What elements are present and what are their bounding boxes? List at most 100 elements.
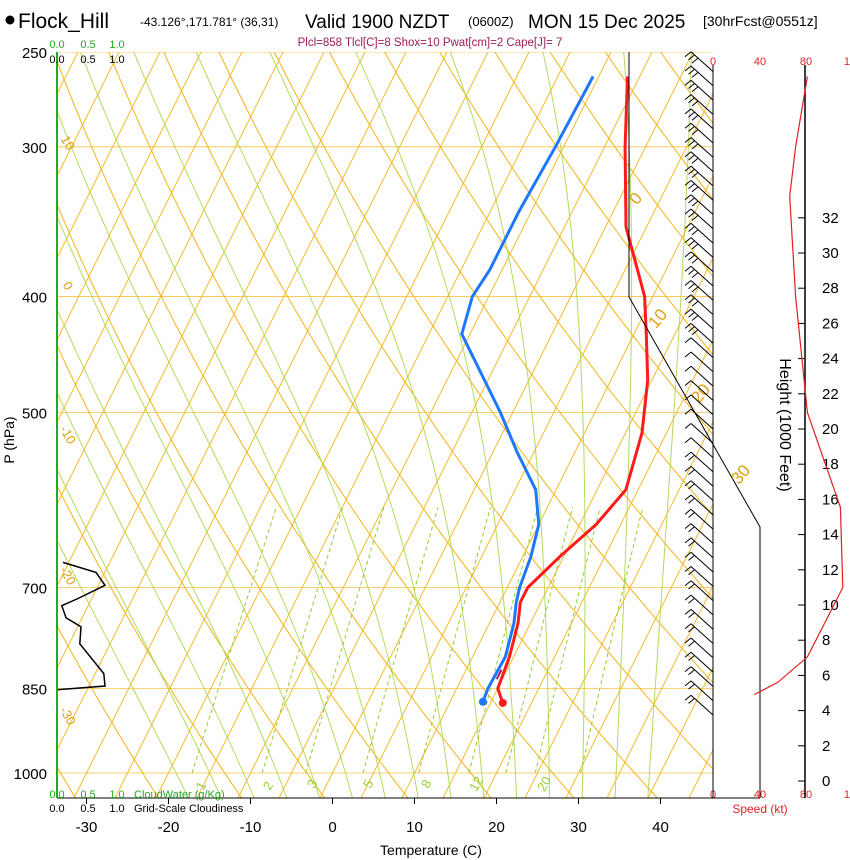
- wind-barb-flag: [688, 583, 695, 590]
- isotherm-line: [57, 52, 120, 178]
- wind-barb-flag: [684, 65, 692, 72]
- dry-adiabat-label: -30: [57, 704, 79, 728]
- wind-barb: [690, 308, 714, 330]
- wind-barb-flag: [688, 512, 695, 518]
- wind-barb: [690, 294, 714, 315]
- height-tick-label: 18: [822, 456, 839, 473]
- wind-barb-flag: [688, 126, 695, 132]
- wind-barb-flag: [691, 114, 699, 121]
- isotherm-line: [57, 52, 284, 506]
- dry-adiabat-line: [755, 31, 850, 799]
- wind-barb-flag: [688, 111, 695, 118]
- valid-date: MON 15 Dec 2025: [528, 12, 685, 33]
- forecast-info: [30hrFcst@0551z]: [703, 13, 818, 29]
- wind-barb: [690, 122, 714, 144]
- wind-barb: [690, 108, 714, 130]
- cloudiness-tick-bottom: 0.0: [49, 803, 64, 815]
- wind-barb-flag: [684, 365, 692, 372]
- dry-adiabat-line: [57, 203, 409, 798]
- wind-barb: [690, 651, 714, 673]
- moist-adiabat-line: [355, 52, 518, 798]
- wind-barb: [690, 623, 714, 644]
- wind-barb-flag: [684, 251, 692, 258]
- moist-adiabat-line: [269, 52, 485, 798]
- wind-barb-flag: [691, 329, 699, 336]
- height-tick-label: 6: [822, 667, 830, 684]
- wind-barb-flag: [691, 229, 699, 236]
- mixing-ratio-grid: [191, 507, 644, 774]
- isotherm-line: [401, 174, 713, 798]
- x-tick-label: 20: [488, 819, 505, 836]
- wind-barb-flag: [684, 566, 692, 572]
- moist-adiabat-line: [57, 307, 288, 798]
- sounding-params: Plcl=858 Tlcl[C]=8 Shox=10 Pwat[cm]=2 Ca…: [298, 37, 563, 49]
- wind-barb-flag: [691, 172, 699, 178]
- isotherm-line: [73, 52, 448, 798]
- wind-barb-flag: [688, 168, 695, 175]
- wind-barb-flag: [688, 183, 695, 189]
- mixing-ratio-label: 3: [304, 777, 321, 791]
- wind-barb-flag: [688, 526, 695, 533]
- dry-adiabat-line: [384, 52, 713, 517]
- wind-barb: [690, 323, 714, 344]
- moist-adiabat-line: [133, 52, 419, 798]
- isotherm-line: [647, 666, 713, 798]
- pressure-tick-label: 500: [22, 406, 47, 423]
- wind-barb-flag: [688, 154, 695, 161]
- dry-adiabat-line: [328, 52, 713, 600]
- wind-speed-line: [754, 76, 844, 696]
- isotherm-line: [319, 52, 694, 798]
- speed-tick-top: 80: [800, 56, 812, 68]
- wind-barb-flag: [684, 265, 692, 272]
- wind-barb-flag: [688, 497, 695, 504]
- wind-barb-flag: [688, 669, 695, 676]
- wind-barb-flag: [691, 243, 699, 250]
- moist-adiabat-line: [647, 52, 692, 798]
- speed-tick-bottom: 12: [844, 789, 850, 801]
- wind-barb-flag: [691, 200, 699, 207]
- cloudiness-tick-top: 1.0: [109, 54, 124, 66]
- cloud-water-tick-top: 1.0: [109, 39, 124, 51]
- height-tick-label: 0: [822, 773, 830, 790]
- speed-tick-bottom: 40: [754, 789, 766, 801]
- dry-adiabat-line: [273, 52, 713, 684]
- height-tick-label: 2: [822, 738, 830, 755]
- moist-adiabat-grid: [57, 52, 692, 798]
- wind-barb: [690, 151, 714, 172]
- wind-barb-flag: [684, 666, 692, 672]
- isotherm-line: [360, 92, 713, 798]
- wind-barb-flag: [688, 555, 695, 561]
- speed-tick-top: 12: [844, 56, 850, 68]
- wind-barb-flag: [684, 151, 692, 158]
- isotherm-line: [155, 52, 530, 798]
- wind-barb-flag: [688, 297, 695, 304]
- wind-barb-flag: [684, 680, 692, 687]
- wind-barb-flag: [684, 51, 692, 58]
- height-tick-label: 16: [822, 491, 839, 508]
- wind-barb-flag: [684, 609, 692, 615]
- wind-barb-flag: [684, 108, 692, 115]
- mixing-ratio-label: 20: [534, 774, 554, 794]
- moist-adiabat-line: [57, 467, 222, 798]
- mixing-ratio-line: [305, 507, 385, 774]
- wind-barb-flag: [684, 351, 692, 358]
- height-tick-label: 26: [822, 315, 839, 332]
- wind-barb-flag: [691, 129, 699, 135]
- isotherm-label: 10: [644, 305, 671, 332]
- speed-tick-bottom: 80: [800, 789, 812, 801]
- wind-barb: [690, 194, 714, 215]
- mixing-ratio-line: [191, 507, 277, 774]
- moist-adiabat-line: [614, 52, 633, 798]
- wind-barb-flag: [684, 466, 692, 472]
- dry-adiabat-line: [494, 52, 713, 356]
- wind-barb-flag: [688, 269, 695, 275]
- dry-adiabat-label: 10: [58, 133, 78, 153]
- wind-barb: [690, 51, 714, 72]
- moist-adiabat-line: [195, 52, 452, 798]
- temperature-line: [496, 76, 650, 704]
- wind-barb-flag: [691, 157, 699, 164]
- x-tick-label: 0: [328, 819, 336, 836]
- wind-barb: [690, 79, 714, 101]
- isotherm-line: [442, 256, 713, 798]
